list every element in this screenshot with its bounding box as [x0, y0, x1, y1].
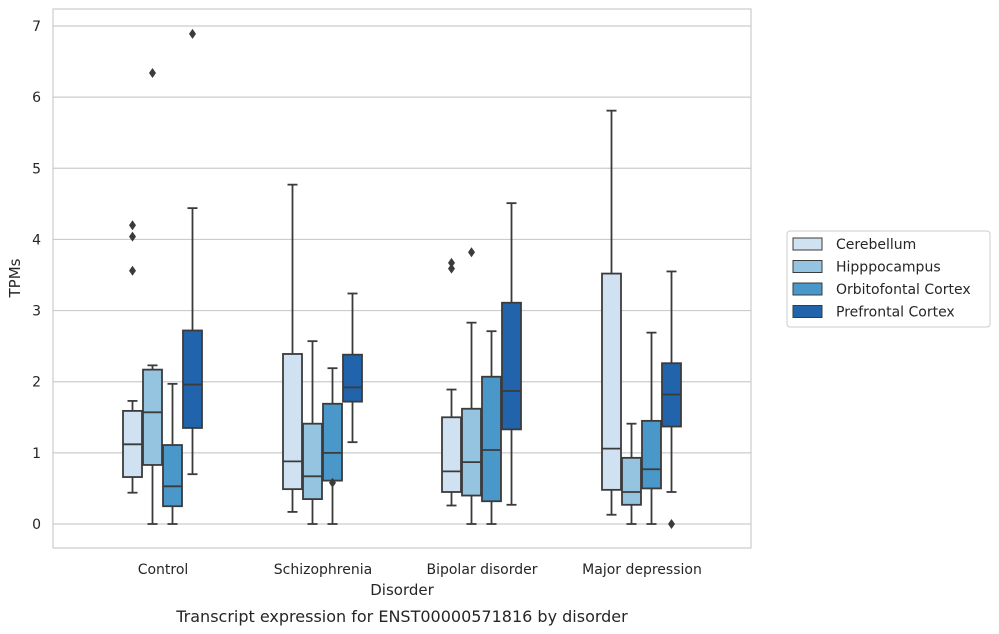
- iqr-box: [182, 329, 203, 429]
- plot-frame: [52, 8, 752, 549]
- outlier-point: [448, 257, 455, 268]
- box-prefrontal-cortex-2: [501, 202, 522, 506]
- box-cerebellum-3: [601, 109, 622, 516]
- x-axis-ticks: Control Schizophrenia Bipolar disorder Majo…: [138, 562, 702, 578]
- box-orbitofontal-cortex-1: [322, 367, 343, 525]
- y-tick-label-5: 5: [32, 161, 41, 177]
- box-plot-series: [122, 28, 682, 529]
- box-cerebellum-1: [282, 183, 303, 513]
- box-prefrontal-cortex-1: [342, 292, 363, 444]
- y-tick-label-2: 2: [32, 375, 41, 391]
- iqr-box: [322, 402, 343, 482]
- box-prefrontal-cortex-3: [661, 270, 682, 529]
- iqr-box: [621, 456, 642, 506]
- iqr-box: [142, 368, 163, 466]
- box-prefrontal-cortex-0: [182, 28, 203, 476]
- legend-swatch-orbitofontal-cortex: [792, 282, 823, 296]
- iqr-box: [282, 353, 303, 491]
- outlier-point: [448, 263, 455, 274]
- iqr-box: [461, 407, 482, 497]
- iqr-box: [481, 375, 502, 503]
- iqr-box: [441, 416, 462, 493]
- box-hipppocampus-0: [142, 67, 163, 525]
- legend-label-cerebellum: Cerebellum: [836, 237, 916, 253]
- x-axis-title: Disorder: [370, 581, 434, 599]
- iqr-box: [601, 272, 622, 491]
- y-tick-label-6: 6: [32, 90, 41, 106]
- outlier-point: [668, 519, 675, 529]
- y-tick-label-0: 0: [32, 517, 41, 533]
- box-cerebellum-2: [441, 257, 462, 507]
- box-orbitofontal-cortex-3: [641, 331, 662, 525]
- legend-label-orbitofontal-cortex: Orbitofontal Cortex: [836, 282, 971, 298]
- legend-frame: [786, 230, 991, 328]
- iqr-box: [342, 353, 363, 403]
- legend-swatch-prefrontal-cortex: [792, 305, 823, 318]
- x-tick-label-schizophrenia: Schizophrenia: [274, 562, 372, 578]
- iqr-box: [501, 301, 522, 431]
- y-tick-label-7: 7: [32, 19, 41, 35]
- iqr-box: [302, 422, 323, 500]
- legend-swatch-cerebellum: [792, 237, 823, 251]
- box-hipppocampus-2: [461, 247, 482, 525]
- box-orbitofontal-cortex-2: [481, 330, 502, 525]
- box-hipppocampus-1: [302, 340, 323, 525]
- outlier-point: [189, 28, 196, 39]
- outlier-point: [129, 220, 136, 231]
- box-orbitofontal-cortex-0: [162, 382, 183, 525]
- outlier-point: [129, 231, 136, 242]
- y-tick-label-4: 4: [32, 232, 41, 248]
- legend-label-hipppocampus: Hipppocampus: [836, 260, 941, 276]
- legend-swatch-hipppocampus: [792, 260, 823, 273]
- y-axis-ticks: 0 1 2 3 4 5 6 7: [32, 19, 41, 533]
- outlier-point: [149, 67, 156, 78]
- box-hipppocampus-3: [621, 422, 642, 525]
- outlier-point: [468, 247, 475, 258]
- y-axis-title: TPMs: [6, 258, 24, 298]
- outlier-point: [329, 477, 336, 488]
- legend: Cerebellum Hipppocampus Orbitofontal Corte…: [786, 230, 991, 328]
- y-tick-label-3: 3: [32, 304, 41, 320]
- outlier-point: [129, 265, 136, 276]
- chart-caption: Transcript expression for ENST0000057181…: [175, 607, 628, 626]
- x-tick-label-control: Control: [138, 562, 189, 578]
- iqr-box: [641, 419, 662, 490]
- y-tick-label-1: 1: [32, 446, 41, 462]
- legend-label-prefrontal-cortex: Prefrontal Cortex: [836, 305, 955, 321]
- iqr-box: [162, 444, 183, 508]
- x-tick-label-major-depression: Major depression: [582, 562, 702, 578]
- box-cerebellum-0: [122, 220, 143, 494]
- x-tick-label-bipolar-disorder: Bipolar disorder: [426, 562, 537, 578]
